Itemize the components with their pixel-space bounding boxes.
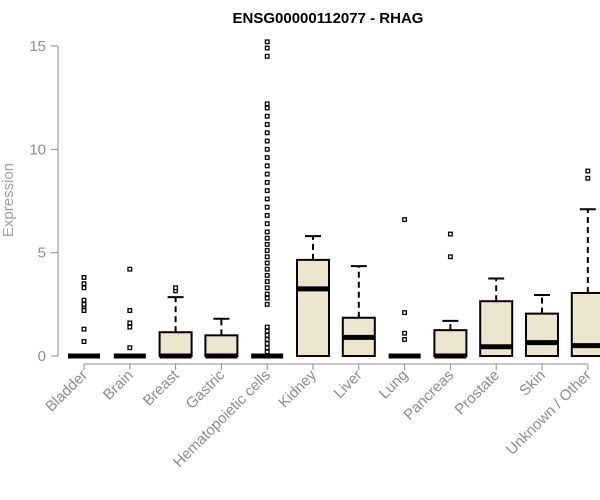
- box-group: [433, 231, 468, 359]
- outlier-point: [264, 45, 270, 51]
- box: [204, 334, 239, 357]
- outlier-point: [127, 345, 133, 351]
- box: [296, 258, 330, 357]
- box-group: [479, 277, 514, 357]
- x-category-label: Lung: [376, 367, 412, 403]
- outlier-point: [127, 324, 133, 330]
- outlier-point: [173, 285, 179, 291]
- box-group: [570, 168, 600, 358]
- y-tick-label: 5: [38, 245, 46, 262]
- box-group: [204, 317, 239, 359]
- outlier-point: [264, 272, 270, 278]
- outlier-point: [264, 345, 270, 351]
- outlier-point: [264, 105, 270, 111]
- outlier-point: [585, 168, 591, 174]
- outlier-point: [585, 175, 591, 181]
- box-group: [525, 294, 559, 357]
- outlier-point: [402, 330, 408, 336]
- box: [433, 329, 468, 358]
- outlier-point: [402, 337, 408, 342]
- outlier-point: [264, 179, 270, 185]
- outlier-point: [264, 229, 270, 235]
- box: [158, 331, 193, 357]
- outlier-point: [264, 279, 270, 285]
- outlier-point: [81, 308, 87, 313]
- outlier-point: [264, 241, 270, 247]
- outlier-point: [264, 122, 270, 127]
- outlier-point: [81, 297, 87, 303]
- outlier-point: [81, 275, 87, 280]
- outlier-point: [127, 266, 133, 272]
- outlier-point: [402, 310, 408, 316]
- x-category-label: Unknown / Other: [503, 367, 595, 459]
- outlier-point: [264, 196, 270, 202]
- outlier-point: [81, 281, 87, 287]
- boxes-layer: [68, 39, 600, 359]
- outlier-point: [447, 254, 453, 260]
- outlier-point: [127, 320, 133, 326]
- outlier-point: [264, 291, 270, 297]
- outlier-point: [264, 113, 270, 119]
- box-group: [113, 266, 146, 359]
- outlier-point: [264, 221, 270, 227]
- outlier-point: [264, 248, 270, 254]
- box-group: [296, 235, 330, 357]
- y-axis-label: Expression: [0, 163, 17, 237]
- outlier-point: [447, 231, 453, 237]
- x-category-label: Pancreas: [400, 367, 457, 424]
- x-category-label: Liver: [331, 367, 366, 402]
- outlier-point: [81, 339, 87, 344]
- outlier-point: [264, 332, 270, 338]
- outlier-point: [127, 308, 133, 313]
- outlier-point: [264, 349, 270, 355]
- outlier-point: [264, 254, 270, 260]
- x-category-label: Breast: [140, 366, 183, 409]
- outlier-point: [81, 285, 87, 291]
- outlier-point: [264, 53, 270, 59]
- x-category-label: Kidney: [275, 366, 320, 411]
- outlier-point: [264, 130, 270, 136]
- outlier-point: [264, 171, 270, 177]
- outlier-point: [264, 260, 270, 266]
- outlier-point: [264, 328, 270, 334]
- outlier-point: [264, 337, 270, 342]
- outlier-point: [264, 146, 270, 152]
- outlier-point: [81, 326, 87, 332]
- y-tick-label: 10: [29, 141, 46, 158]
- outlier-point: [264, 324, 270, 330]
- box-group: [68, 275, 100, 359]
- x-category-label: Bladder: [42, 367, 91, 416]
- box-group: [341, 265, 376, 357]
- box-group: [388, 217, 421, 359]
- outlier-point: [264, 138, 270, 144]
- outlier-point: [264, 204, 270, 210]
- x-category-label: Skin: [516, 367, 549, 400]
- outlier-point: [264, 39, 270, 45]
- box: [525, 312, 559, 357]
- outlier-point: [264, 341, 270, 347]
- outlier-point: [264, 101, 270, 107]
- outlier-point: [264, 301, 270, 307]
- y-tick-label: 15: [29, 38, 46, 55]
- outlier-point: [264, 155, 270, 161]
- x-category-label: Prostate: [451, 367, 503, 419]
- outlier-point: [264, 235, 270, 241]
- y-tick-label: 0: [38, 348, 46, 365]
- outlier-point: [264, 295, 270, 301]
- outlier-point: [264, 266, 270, 272]
- box-group: [251, 39, 284, 359]
- outlier-point: [264, 212, 270, 218]
- outlier-point: [81, 301, 87, 307]
- chart-title: ENSG00000112077 - RHAG: [233, 10, 424, 27]
- x-category-label: Gastric: [183, 366, 229, 412]
- outlier-point: [264, 285, 270, 291]
- outlier-point: [264, 188, 270, 194]
- x-category-label: Brain: [100, 367, 137, 404]
- y-axis: 0 5 10 15: [29, 38, 59, 365]
- box-group: [158, 285, 193, 359]
- outlier-point: [264, 163, 270, 169]
- outlier-point: [402, 217, 408, 223]
